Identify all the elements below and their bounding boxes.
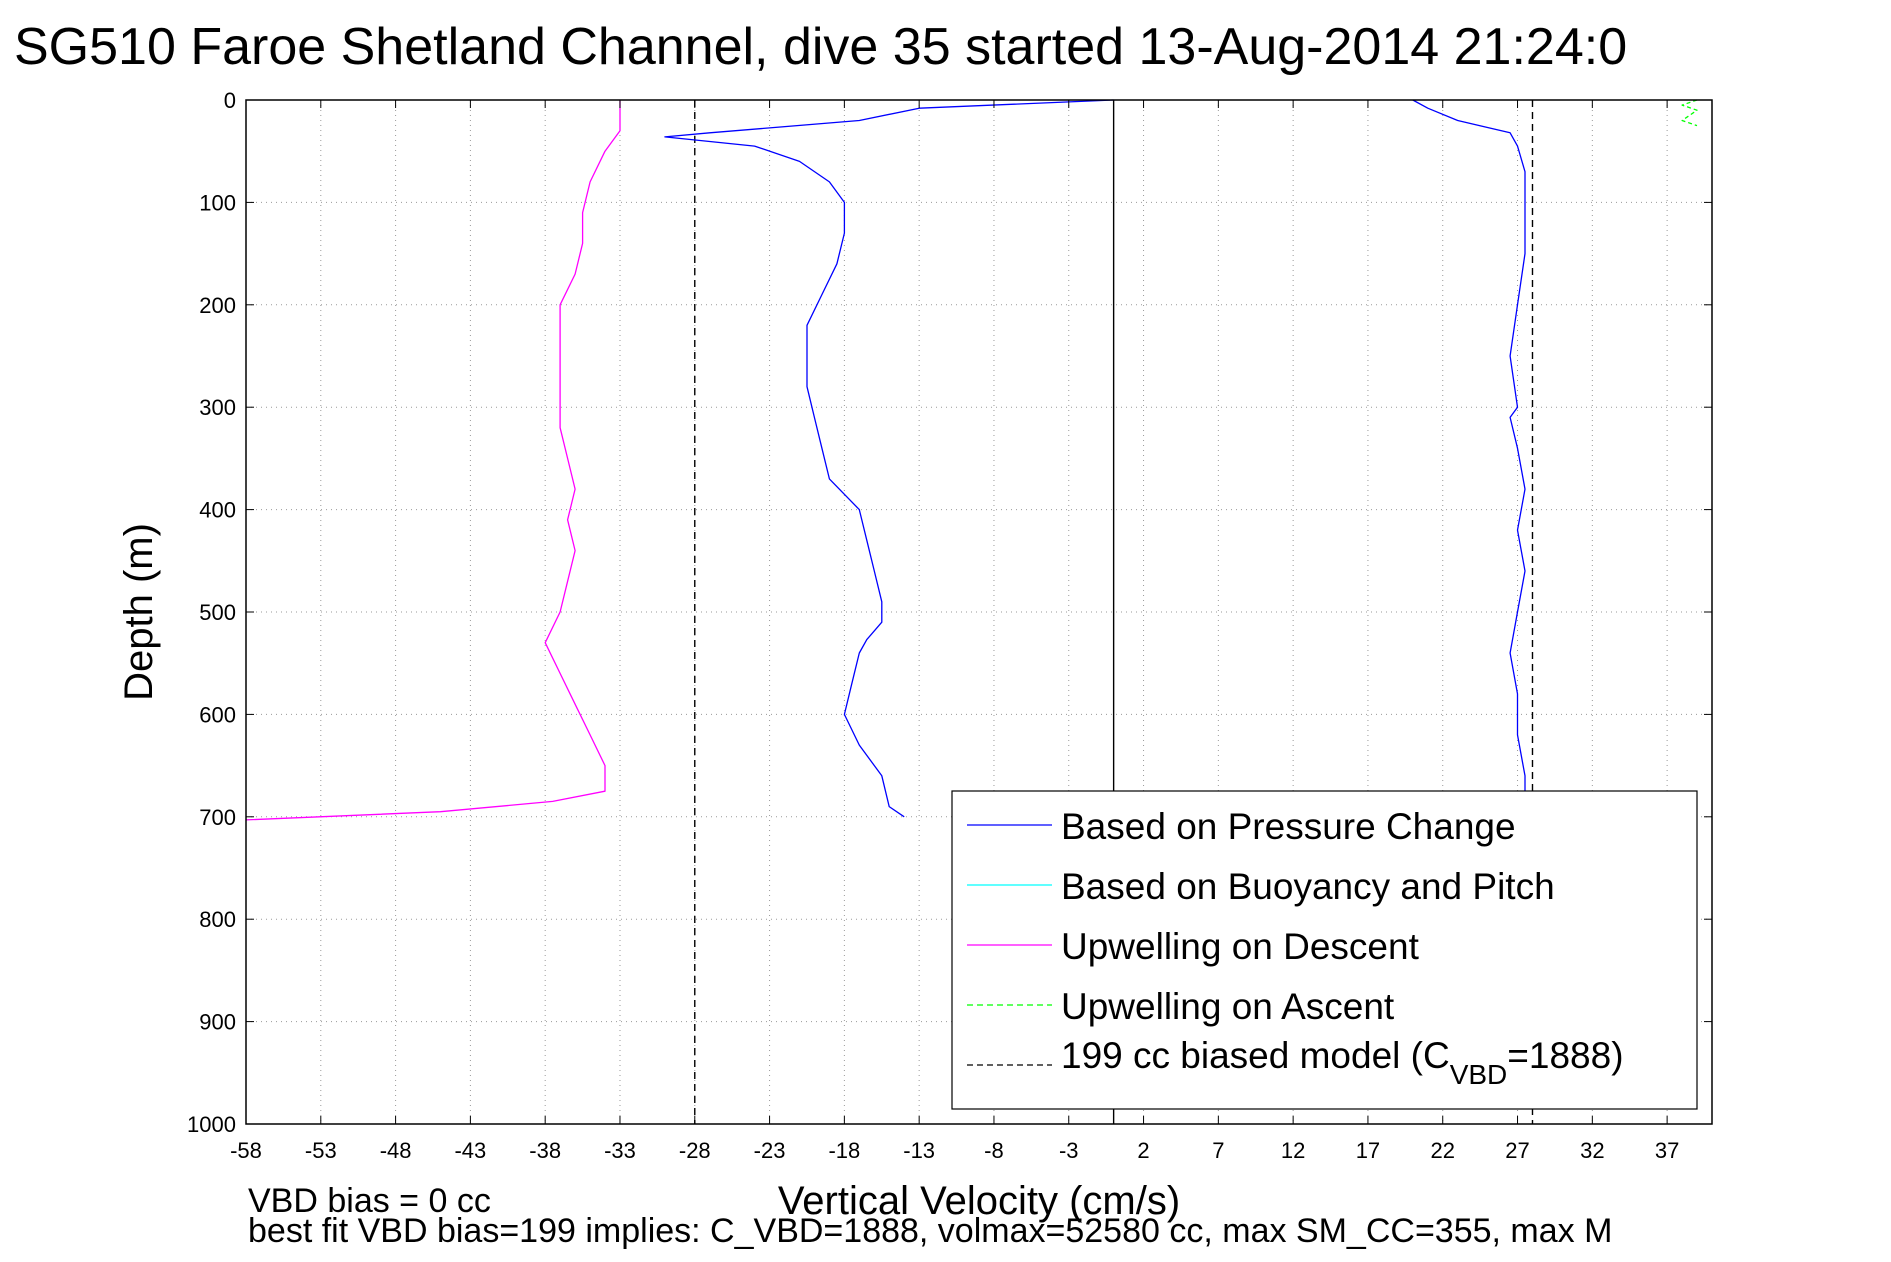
legend-label-model-end: =1888): [1507, 1035, 1623, 1076]
x-tick-label: 2: [1137, 1138, 1149, 1163]
grid: [246, 100, 1712, 1124]
y-tick-label: 200: [199, 293, 236, 318]
x-tick-label: -28: [679, 1138, 711, 1163]
x-tick-label: 7: [1212, 1138, 1224, 1163]
x-tick-label: -8: [984, 1138, 1004, 1163]
x-tick-label: 37: [1655, 1138, 1679, 1163]
series-line-0: [664, 99, 1114, 818]
x-tick-label: -33: [604, 1138, 636, 1163]
x-tick-label: -38: [529, 1138, 561, 1163]
series-line-3: [1681, 99, 1698, 127]
x-tick-label: -53: [305, 1138, 337, 1163]
x-tick-label: -3: [1059, 1138, 1079, 1163]
x-tick-label: -58: [230, 1138, 262, 1163]
y-tick-label: 400: [199, 498, 236, 523]
x-tick-label: 22: [1430, 1138, 1454, 1163]
legend: Based on Pressure Change Based on Buoyan…: [951, 790, 1698, 1110]
x-tick-label: 12: [1281, 1138, 1305, 1163]
y-tick-label: 500: [199, 600, 236, 625]
x-axis-ticks: -58 -53 -48 -43 -38 -33 -28 -23 -18 -13 -8 -3 2 7 12 17…: [230, 100, 1679, 1163]
x-tick-label: 17: [1356, 1138, 1380, 1163]
y-tick-label: 900: [199, 1010, 236, 1035]
x-tick-label: -13: [903, 1138, 935, 1163]
x-axis-label: Vertical Velocity (cm/s): [778, 1179, 1180, 1223]
chart-title: SG510 Faroe Shetland Channel, dive 35 st…: [14, 18, 1627, 76]
y-tick-label: 1000: [187, 1112, 236, 1137]
y-tick-label: 800: [199, 907, 236, 932]
y-tick-label: 300: [199, 395, 236, 420]
legend-label-buoyancy: Based on Buoyancy and Pitch: [1061, 866, 1555, 907]
y-tick-label: 700: [199, 805, 236, 830]
x-tick-label: 32: [1580, 1138, 1604, 1163]
series-line-1: [1412, 99, 1526, 797]
x-tick-label: -48: [380, 1138, 412, 1163]
legend-label-model-sub: VBD: [1450, 1059, 1508, 1090]
legend-label-pressure: Based on Pressure Change: [1061, 806, 1516, 847]
legend-label-model-main: 199 cc biased model (C: [1061, 1035, 1450, 1076]
x-tick-label: -18: [828, 1138, 860, 1163]
legend-box: [951, 790, 1698, 1110]
y-axis-label: Depth (m): [117, 523, 161, 701]
y-axis-ticks: 0 100 200 300 400 500 600 700 800 900 1000: [187, 88, 1712, 1137]
note-line-2: best fit VBD bias=199 implies: C_VBD=188…: [248, 1212, 1612, 1250]
data-series: [245, 99, 1698, 821]
y-tick-label: 600: [199, 702, 236, 727]
x-tick-label: -23: [754, 1138, 786, 1163]
y-tick-label: 100: [199, 190, 236, 215]
note-line-1: VBD bias = 0 cc: [248, 1182, 491, 1220]
x-tick-label: -43: [454, 1138, 486, 1163]
series-line-2: [245, 100, 621, 821]
y-tick-label: 0: [224, 88, 236, 113]
legend-label-descent: Upwelling on Descent: [1061, 926, 1420, 967]
legend-label-model: 199 cc biased model (CVBD=1888): [1061, 1035, 1624, 1090]
legend-label-ascent: Upwelling on Ascent: [1061, 986, 1395, 1027]
x-tick-label: 27: [1505, 1138, 1529, 1163]
